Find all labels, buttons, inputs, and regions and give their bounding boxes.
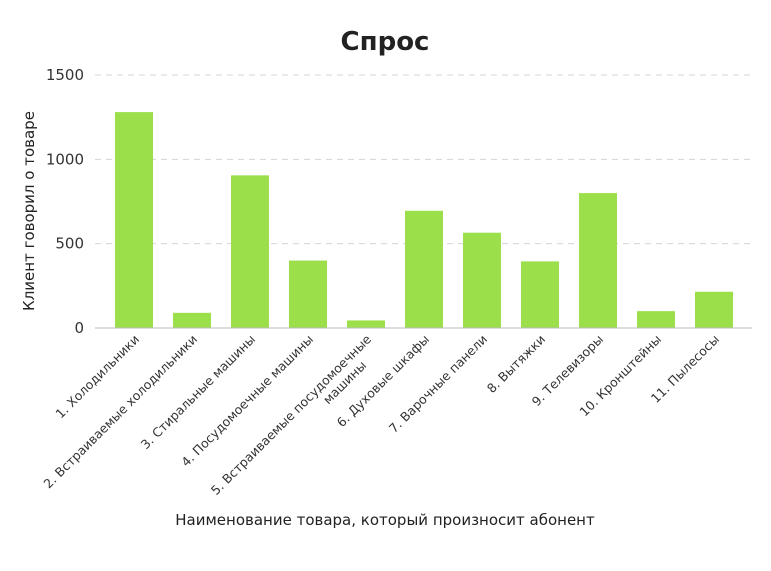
x-axis-label: Наименование товара, который произносит …	[175, 511, 595, 529]
x-tick-text: 7. Варочные панели	[386, 332, 490, 436]
y-axis-ticks: 0 500 1000 1500	[46, 66, 84, 337]
y-axis-label: Клиент говорил о товаре	[20, 111, 38, 311]
bar	[115, 112, 153, 329]
x-tick-label: 7. Варочные панели	[386, 332, 490, 436]
y-tick-label: 1000	[46, 150, 84, 168]
bar	[173, 312, 211, 328]
bar	[347, 320, 385, 328]
chart-title: Спрос	[341, 27, 430, 57]
bar	[695, 291, 733, 328]
bar	[231, 175, 269, 328]
x-tick-text: 8. Вытяжки	[484, 332, 548, 396]
bars	[115, 112, 733, 329]
y-tick-label: 500	[55, 235, 84, 253]
x-tick-text: 3. Стиральные машины	[138, 332, 258, 452]
bar	[463, 232, 501, 328]
bar	[579, 193, 617, 328]
bar	[637, 311, 675, 328]
bar	[405, 210, 443, 328]
y-tick-label: 1500	[46, 66, 84, 84]
x-tick-label: 8. Вытяжки	[484, 332, 548, 396]
bar	[521, 261, 559, 328]
y-tick-label: 0	[74, 319, 84, 337]
x-tick-label: 3. Стиральные машины	[138, 332, 258, 452]
bar	[289, 260, 327, 328]
